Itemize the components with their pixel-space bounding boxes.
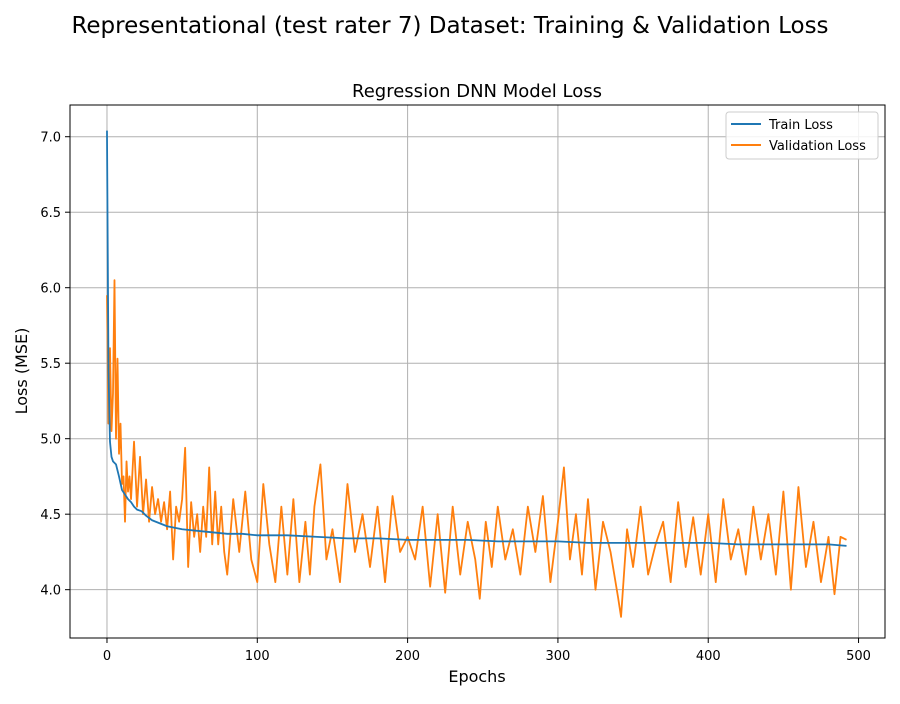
series-line-train-loss [106,130,847,547]
y-tick-label: 4.0 [40,584,61,599]
legend: Train Loss Validation Loss [725,111,879,160]
x-tick-label: 100 [245,649,270,664]
x-tick-layer: 0 100 200 300 400 500 [103,638,871,664]
series-line-validation-loss [106,279,847,618]
series-layer [106,130,847,618]
x-tick-label: 400 [696,649,721,664]
legend-label-validation-loss: Validation Loss [769,139,866,154]
x-tick-label: 300 [546,649,571,664]
y-tick-label: 5.0 [40,433,61,448]
chart-title: Regression DNN Model Loss [352,81,602,102]
y-tick-label: 6.5 [40,206,61,221]
x-tick-label: 0 [103,649,111,664]
x-axis-label: Epochs [448,667,505,686]
x-tick-label: 500 [846,649,871,664]
figure-suptitle: Representational (test rater 7) Dataset:… [71,13,828,39]
grid-layer [70,105,885,638]
y-tick-label: 5.5 [40,357,61,372]
y-tick-label: 6.0 [40,282,61,297]
legend-box [725,111,879,160]
y-tick-label: 7.0 [40,131,61,146]
y-tick-label: 4.5 [40,508,61,523]
legend-label-train-loss: Train Loss [768,118,833,133]
y-axis-label: Loss (MSE) [12,328,31,415]
x-tick-label: 200 [395,649,420,664]
y-tick-layer: 4.0 4.5 5.0 5.5 6.0 6.5 7.0 [40,131,70,599]
plot-frame [69,104,886,639]
